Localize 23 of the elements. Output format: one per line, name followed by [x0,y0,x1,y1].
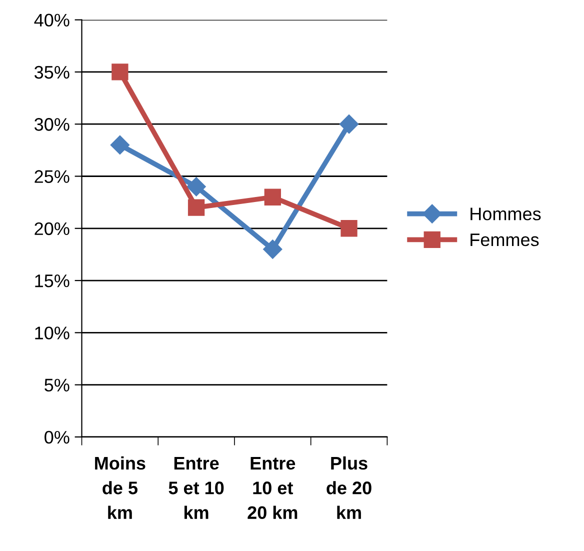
y-tick-label: 5% [44,378,70,392]
x-tick-label: Moins de 5 km [95,456,146,519]
y-tick-label: 35% [34,66,70,79]
point [263,240,282,259]
point [340,220,358,237]
point [112,64,128,80]
y-tick-label: 40% [34,14,70,27]
y-tick-label: 20% [34,222,70,236]
point [264,188,281,206]
x-tick-label: Entre 5 et 10 km [168,457,224,519]
y-tick-label: 0% [44,430,70,444]
point [339,114,359,134]
y-tick-label: 30% [34,118,70,131]
point [110,135,130,154]
y-tick-label: 25% [34,170,70,183]
point [186,177,206,196]
legend-label: Femmes [470,234,539,246]
x-tick-label: Plus de 20 km [326,456,372,519]
point [188,199,205,216]
y-tick-label: 15% [35,274,70,288]
x-tick-label: Entre 10 et 20 km [248,457,298,520]
y-tick-label: 10% [35,326,70,340]
legend-label: Hommes [470,208,541,220]
